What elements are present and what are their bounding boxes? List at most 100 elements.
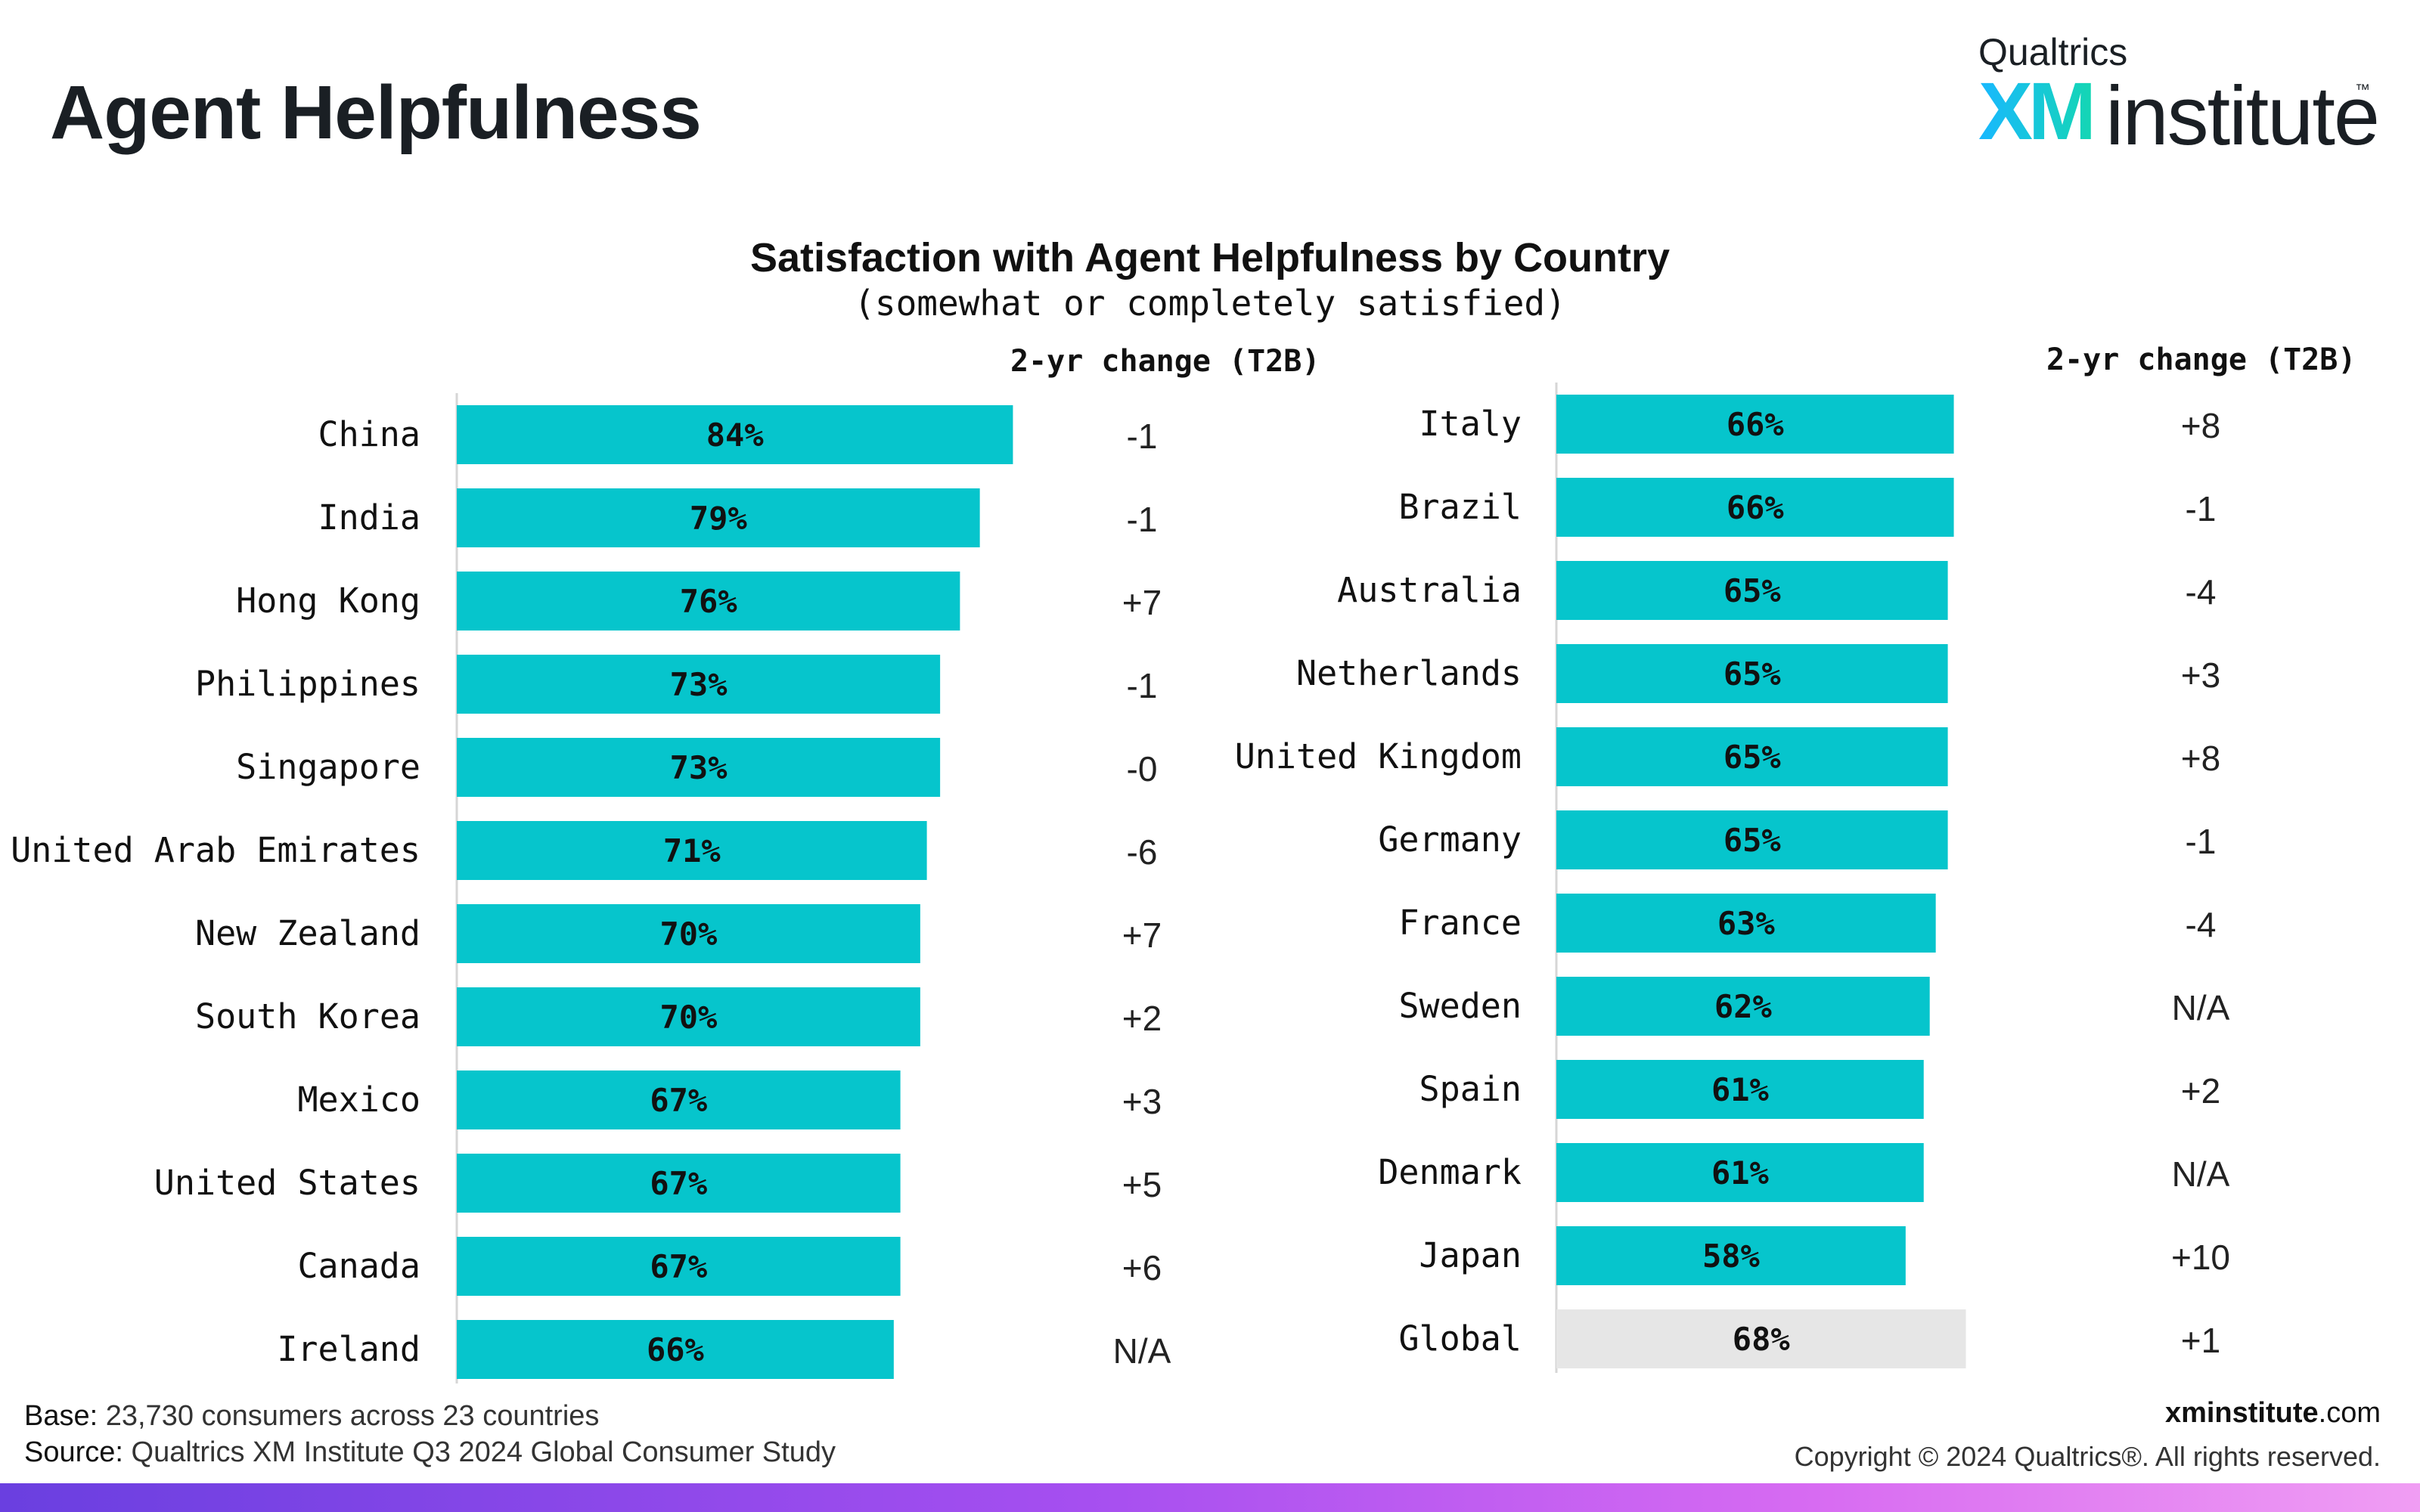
category-label: United Kingdom: [1235, 736, 1522, 776]
change-value: +7: [1122, 583, 1162, 622]
data-label: 66%: [1727, 489, 1784, 526]
category-label: Denmark: [1378, 1152, 1522, 1192]
change-value: -1: [1127, 666, 1158, 705]
change-value: +6: [1122, 1248, 1162, 1287]
bar: [1556, 561, 1948, 620]
data-label: 67%: [650, 1165, 707, 1202]
change-value: +3: [2181, 655, 2220, 695]
brand-institute-label: institute: [2105, 70, 2380, 163]
change-value: -1: [2186, 489, 2217, 528]
data-label: 68%: [1733, 1321, 1790, 1358]
bar: [457, 987, 920, 1046]
category-label: India: [318, 497, 420, 538]
data-label: 67%: [650, 1248, 707, 1285]
change-value: +2: [1122, 999, 1162, 1038]
footer-source: Source: Qualtrics XM Institute Q3 2024 G…: [24, 1436, 836, 1469]
brand-qualtrics-label: Qualtrics: [1978, 31, 2128, 73]
change-value: N/A: [2172, 1154, 2230, 1194]
footer-source-label: Source:: [24, 1436, 123, 1468]
bar: [457, 572, 960, 631]
change-value: +8: [2181, 406, 2220, 445]
category-label: Australia: [1337, 570, 1522, 610]
category-label: South Korea: [195, 996, 420, 1036]
chart-subtitle: (somewhat or completely satisfied): [854, 283, 1566, 324]
data-label: 65%: [1723, 655, 1781, 692]
data-label: 65%: [1723, 739, 1781, 776]
bar: [457, 1154, 901, 1213]
change-value: +3: [1122, 1082, 1162, 1121]
bar: [1556, 977, 1930, 1036]
bar: [457, 1070, 901, 1129]
category-label: New Zealand: [195, 913, 420, 953]
brand-xm-mark: XM: [1978, 74, 2096, 156]
change-value: -4: [2186, 572, 2217, 612]
data-label: 67%: [650, 1082, 707, 1119]
footer-source-text: Qualtrics XM Institute Q3 2024 Global Co…: [131, 1436, 836, 1468]
bar: [457, 1237, 901, 1296]
data-label: 84%: [706, 417, 764, 454]
category-label: Sweden: [1398, 986, 1522, 1026]
category-label: Philippines: [195, 664, 420, 704]
category-label: Netherlands: [1296, 653, 1522, 693]
change-value: -1: [1127, 417, 1158, 456]
category-label: Brazil: [1398, 487, 1522, 527]
data-label: 79%: [690, 500, 747, 537]
footer-site-bold: xminstitute: [2164, 1397, 2319, 1429]
category-label: Japan: [1419, 1235, 1522, 1275]
category-label: France: [1398, 903, 1522, 943]
change-value: +8: [2181, 739, 2220, 778]
category-label: Singapore: [236, 747, 420, 787]
data-label: 76%: [680, 583, 737, 620]
qualtrics-xm-institute-logo: Qualtrics XM institute ™: [1978, 29, 2380, 163]
bar: [1556, 395, 1954, 454]
bar: [1556, 1060, 1924, 1119]
bar: [457, 405, 1013, 464]
bar: [1556, 894, 1936, 953]
data-label: 61%: [1711, 1154, 1769, 1191]
bar: [457, 488, 980, 547]
change-value: -1: [2186, 822, 2217, 861]
category-label: Germany: [1378, 820, 1522, 860]
chart-title: Satisfaction with Agent Helpfulness by C…: [749, 235, 1671, 280]
data-label: 65%: [1723, 822, 1781, 859]
bar: [457, 1320, 894, 1379]
change-value: -0: [1127, 749, 1158, 789]
data-label: 61%: [1711, 1071, 1769, 1108]
bar: [1556, 1143, 1924, 1202]
bar: [457, 655, 941, 714]
data-label: 63%: [1717, 905, 1775, 942]
bar: [1556, 810, 1948, 869]
category-label: Hong Kong: [236, 581, 420, 621]
change-value: N/A: [1113, 1331, 1171, 1371]
change-value: -4: [2186, 905, 2217, 944]
bar: [457, 738, 941, 797]
brand-xm-text: XM: [1978, 74, 2092, 156]
left-change-header: 2-yr change (T2B): [1010, 344, 1320, 379]
category-label: Canada: [297, 1246, 420, 1286]
footer-base-label: Base:: [24, 1400, 98, 1432]
data-label: 71%: [663, 832, 721, 869]
category-label: Mexico: [297, 1080, 420, 1120]
brand-trademark: ™: [2355, 82, 2370, 98]
data-label: 66%: [1727, 406, 1784, 443]
footer-base: Base: 23,730 consumers across 23 countri…: [24, 1400, 599, 1433]
bar: [1556, 727, 1948, 786]
bar: [1556, 1226, 1906, 1285]
data-label: 66%: [647, 1331, 704, 1368]
data-label: 73%: [670, 666, 728, 703]
footer-gradient-band: [0, 1483, 2420, 1512]
footer-base-text: 23,730 consumers across 23 countries: [105, 1400, 600, 1432]
data-label: 70%: [659, 916, 717, 953]
change-value: +2: [2181, 1071, 2220, 1111]
footer-website: xminstitute.com: [2165, 1397, 2381, 1430]
category-label: Global: [1398, 1318, 1522, 1359]
change-value: N/A: [2172, 988, 2230, 1027]
data-label: 65%: [1723, 572, 1781, 609]
footer-copyright: Copyright © 2024 Qualtrics®. All rights …: [1794, 1441, 2381, 1472]
data-label: 58%: [1702, 1238, 1760, 1275]
category-label: Italy: [1419, 404, 1522, 444]
bar: [457, 904, 920, 963]
change-value: +5: [1122, 1165, 1162, 1204]
category-label: United Arab Emirates: [11, 830, 420, 870]
change-value: +7: [1122, 916, 1162, 955]
